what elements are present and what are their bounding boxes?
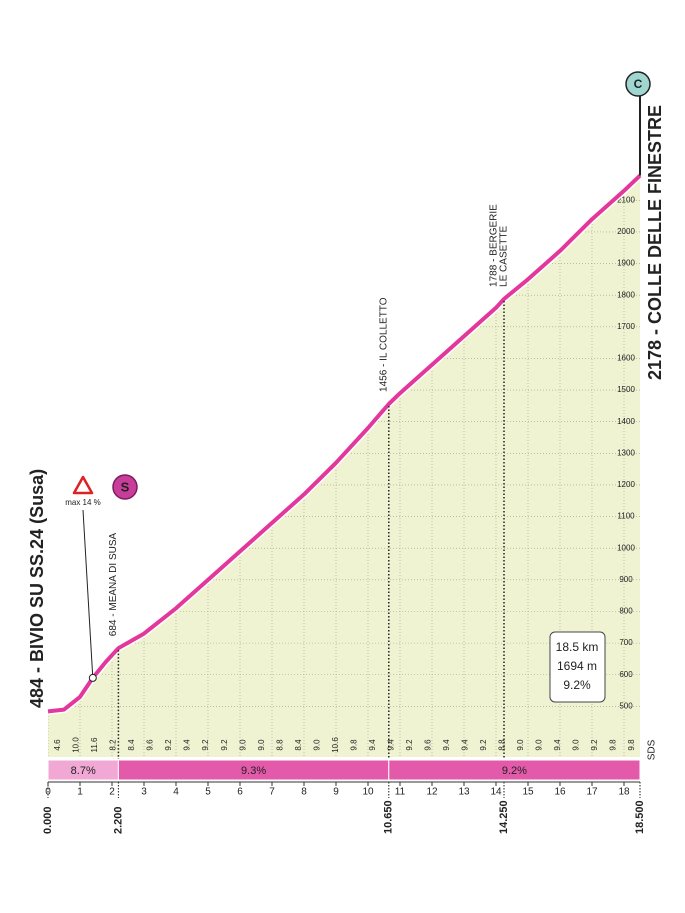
section-label: 8.7% [71, 765, 96, 777]
gradient-label: 9.0 [312, 739, 321, 751]
gradient-label: 9.0 [535, 739, 544, 751]
x-tick-label: 8 [301, 787, 307, 798]
gradient-label: 9.0 [516, 739, 525, 751]
y-tick-label: 2000 [617, 227, 635, 236]
waypoint-label: 1788 - BERGERIE [489, 204, 500, 287]
y-tick-label: 800 [619, 607, 633, 616]
gradient-label: 9.6 [423, 739, 432, 751]
x-tick-label: 4 [173, 787, 179, 798]
km-marker-label: 14.250 [498, 800, 510, 834]
gradient-label: 11.6 [90, 737, 99, 753]
gradient-label: 9.2 [405, 739, 414, 751]
gradient-label: 8.8 [497, 739, 506, 751]
start-icon [112, 474, 138, 500]
y-tick-label: 700 [619, 638, 633, 647]
y-tick-label: 600 [619, 670, 633, 679]
warning-triangle [72, 475, 94, 495]
gradient-label: 9.2 [164, 739, 173, 751]
gradient-label: 8.2 [109, 739, 118, 751]
y-tick-label: 1200 [617, 480, 635, 489]
x-tick-label: 17 [586, 787, 598, 798]
y-tick-label: 1400 [617, 417, 635, 426]
gradient-label: 9.0 [572, 739, 581, 751]
x-tick-label: 6 [237, 787, 243, 798]
gradient-label: 9.4 [553, 739, 562, 751]
km-marker-label: 18.500 [634, 800, 646, 834]
y-tick-label: 1800 [617, 290, 635, 299]
y-tick-label: 1300 [617, 448, 635, 457]
gradient-label: 9.2 [220, 739, 229, 751]
gradient-label: 4.6 [53, 739, 62, 751]
finish-icon-text: C [634, 77, 643, 91]
finish-icon [625, 71, 651, 97]
gradient-label: 8.4 [127, 739, 136, 751]
x-tick-label: 13 [458, 787, 470, 798]
x-tick-label: 18 [618, 787, 630, 798]
gradient-label: 9.0 [257, 739, 266, 751]
start-icon-text: S [121, 479, 130, 494]
info-box [549, 631, 606, 703]
gradient-label: 9.4 [386, 739, 395, 751]
max-gradient-label: max 14 % [65, 498, 101, 507]
x-tick-label: 5 [205, 787, 211, 798]
gradient-label: 8.8 [275, 739, 284, 751]
x-tick-label: 16 [554, 787, 566, 798]
waypoint-label: LE CASETTE [499, 226, 510, 287]
gradient-label: 9.4 [183, 739, 192, 751]
info-text: 9.2% [563, 678, 591, 692]
gradient-label: 9.8 [349, 739, 358, 751]
gradient-label: 9.4 [442, 739, 451, 751]
gradient-label: 9.8 [609, 739, 618, 751]
max-gradient-leader [82, 509, 94, 678]
y-tick-label: 1900 [617, 259, 635, 268]
brand: SDS [647, 739, 658, 760]
start-label: 484 - BIVIO SU SS.24 (Susa) [27, 469, 47, 708]
gradient-label: 8.4 [294, 739, 303, 751]
section-bar [388, 759, 641, 781]
y-tick-label: 500 [619, 701, 633, 710]
waypoint-label: 684 - MEANA DI SUSA [108, 532, 119, 636]
km-marker-label: 0.000 [42, 806, 54, 834]
x-tick-label: 2 [109, 787, 115, 798]
y-tick-label: 1100 [617, 512, 635, 521]
info-text: 18.5 km [556, 640, 599, 654]
x-tick-label: 7 [269, 787, 275, 798]
gradient-label: 9.4 [368, 739, 377, 751]
section-label: 9.3% [241, 765, 266, 777]
max-gradient-point [88, 673, 97, 682]
x-tick-label: 10 [362, 787, 374, 798]
waypoint-label: 1456 - IL COLLETTO [378, 297, 389, 392]
info-text: 1694 m [557, 659, 597, 673]
x-tick-label: 1 [77, 787, 83, 798]
x-tick-label: 14 [490, 787, 502, 798]
gradient-label: 9.2 [590, 739, 599, 751]
gradient-label: 10.0 [72, 737, 81, 753]
y-tick-label: 900 [619, 575, 633, 584]
gradient-label: 9.0 [238, 739, 247, 751]
section-label: 9.2% [502, 765, 527, 777]
x-tick-label: 12 [426, 787, 438, 798]
y-tick-label: 1000 [617, 543, 635, 552]
finish-label: 2178 - COLLE DELLE FINESTRE [645, 105, 665, 380]
x-tick-label: 15 [522, 787, 534, 798]
y-tick-label: 1500 [617, 385, 635, 394]
x-tick-label: 11 [395, 787, 406, 798]
x-tick-label: 9 [333, 787, 339, 798]
gradient-label: 10.6 [331, 737, 340, 753]
y-tick-label: 1600 [617, 354, 635, 363]
gradient-label: 9.2 [201, 739, 210, 751]
x-tick-label: 3 [141, 787, 147, 798]
y-tick-label: 2100 [617, 195, 635, 204]
km-marker-label: 2.200 [112, 806, 124, 834]
y-tick-label: 1700 [617, 322, 635, 331]
gradient-label: 9.6 [146, 739, 155, 751]
gradient-label: 9.4 [460, 739, 469, 751]
gradient-label: 9.8 [627, 739, 636, 751]
gradient-label: 9.2 [479, 739, 488, 751]
km-marker-label: 10.650 [383, 800, 395, 834]
profile-line [47, 174, 642, 714]
